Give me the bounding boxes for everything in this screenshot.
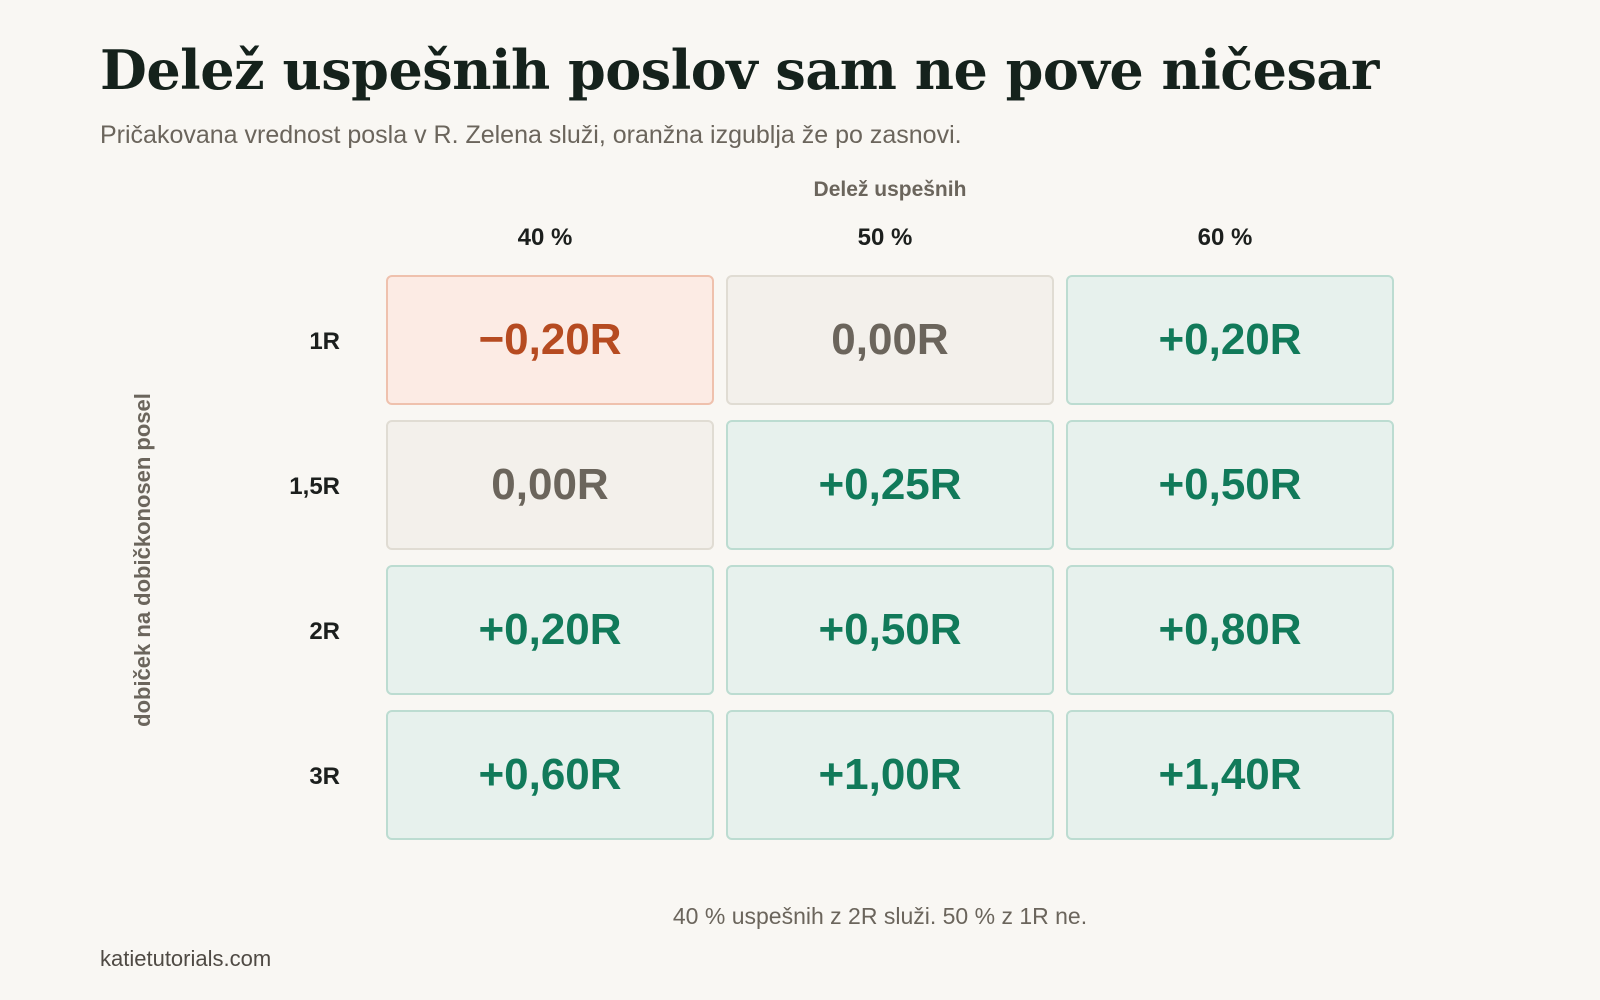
heatmap-cell: +0,20R [1066, 275, 1394, 405]
heatmap-cell: +1,40R [1066, 710, 1394, 840]
heatmap-cell: −0,20R [386, 275, 714, 405]
heatmap-cell: +0,80R [1066, 565, 1394, 695]
heatmap-cell: 0,00R [726, 275, 1054, 405]
heatmap-cell: +1,00R [726, 710, 1054, 840]
site-credit: katietutorials.com [100, 946, 272, 971]
y-axis-label: dobiček na dobičkonosen posel [130, 393, 155, 727]
y-tick-label: 1,5R [289, 473, 340, 500]
x-tick-label: 40 % [517, 224, 573, 251]
heatmap-cell: +0,50R [726, 565, 1054, 695]
heatmap-cell: +0,20R [386, 565, 714, 695]
heatmap-cell: +0,25R [726, 420, 1054, 550]
heatmap-cell: +0,50R [1066, 420, 1394, 550]
x-tick-label: 50 % [857, 224, 913, 251]
y-tick-label: 2R [309, 618, 340, 645]
chart-subtitle: Pričakovana vrednost posla v R. Zelena s… [100, 121, 962, 149]
heatmap-cell: 0,00R [386, 420, 714, 550]
x-axis-label: Delež uspešnih [813, 178, 967, 201]
x-tick-label: 60 % [1197, 224, 1253, 251]
footer-note: 40 % uspešnih z 2R služi. 50 % z 1R ne. [672, 903, 1088, 929]
y-tick-label: 3R [309, 763, 340, 790]
chart-title: Delež uspešnih poslov sam ne pove ničesa… [100, 38, 1379, 102]
heatmap-cell: +0,60R [386, 710, 714, 840]
y-tick-label: 1R [309, 328, 340, 355]
